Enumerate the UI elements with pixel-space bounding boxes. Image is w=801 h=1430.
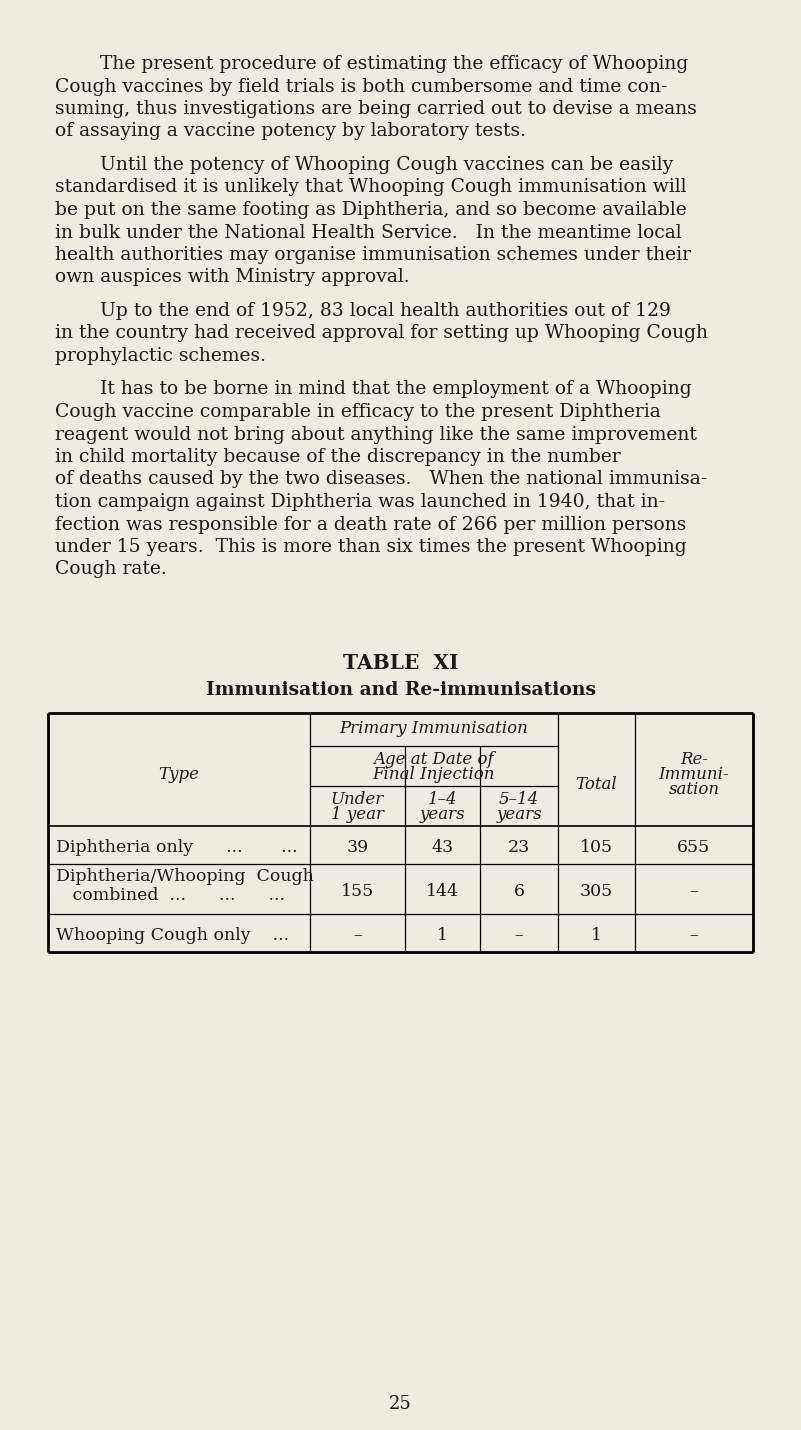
Text: Up to the end of 1952, 83 local health authorities out of 129: Up to the end of 1952, 83 local health a… bbox=[100, 302, 671, 320]
Text: Age at Date of: Age at Date of bbox=[374, 751, 494, 768]
Text: Whooping Cough only    ...: Whooping Cough only ... bbox=[56, 927, 289, 944]
Text: Immuni-: Immuni- bbox=[658, 766, 730, 784]
Text: TABLE  XI: TABLE XI bbox=[343, 654, 458, 674]
Text: prophylactic schemes.: prophylactic schemes. bbox=[55, 347, 266, 365]
Text: Cough vaccine comparable in efficacy to the present Diphtheria: Cough vaccine comparable in efficacy to … bbox=[55, 403, 661, 420]
Text: health authorities may organise immunisation schemes under their: health authorities may organise immunisa… bbox=[55, 246, 691, 265]
Text: 1: 1 bbox=[437, 927, 448, 944]
Text: own auspices with Ministry approval.: own auspices with Ministry approval. bbox=[55, 269, 409, 286]
Text: 305: 305 bbox=[580, 882, 613, 899]
Text: Final Injection: Final Injection bbox=[372, 766, 495, 784]
Text: Cough vaccines by field trials is both cumbersome and time con-: Cough vaccines by field trials is both c… bbox=[55, 77, 667, 96]
Text: Until the potency of Whooping Cough vaccines can be easily: Until the potency of Whooping Cough vacc… bbox=[100, 156, 674, 174]
Text: Total: Total bbox=[576, 776, 618, 794]
Text: years: years bbox=[496, 807, 541, 824]
Text: 1–4: 1–4 bbox=[428, 791, 457, 808]
Text: Immunisation and Re-immunisations: Immunisation and Re-immunisations bbox=[206, 681, 595, 699]
Text: 25: 25 bbox=[389, 1396, 412, 1413]
Text: Diphtheria only      ...       ...: Diphtheria only ... ... bbox=[56, 839, 298, 857]
Text: 144: 144 bbox=[426, 882, 459, 899]
Text: standardised it is unlikely that Whooping Cough immunisation will: standardised it is unlikely that Whoopin… bbox=[55, 179, 686, 196]
Text: 105: 105 bbox=[580, 839, 613, 857]
Text: 23: 23 bbox=[508, 839, 530, 857]
Text: 155: 155 bbox=[341, 882, 374, 899]
Text: Re-: Re- bbox=[680, 751, 708, 768]
Text: of deaths caused by the two diseases.   When the national immunisa-: of deaths caused by the two diseases. Wh… bbox=[55, 470, 707, 489]
Text: tion campaign against Diphtheria was launched in 1940, that in-: tion campaign against Diphtheria was lau… bbox=[55, 493, 665, 511]
Text: 39: 39 bbox=[346, 839, 368, 857]
Text: suming, thus investigations are being carried out to devise a means: suming, thus investigations are being ca… bbox=[55, 100, 697, 119]
Text: The present procedure of estimating the efficacy of Whooping: The present procedure of estimating the … bbox=[100, 54, 688, 73]
Text: Type: Type bbox=[159, 766, 199, 784]
Text: 1: 1 bbox=[591, 927, 602, 944]
Text: 43: 43 bbox=[432, 839, 453, 857]
Text: 5–14: 5–14 bbox=[499, 791, 539, 808]
Text: in child mortality because of the discrepancy in the number: in child mortality because of the discre… bbox=[55, 448, 621, 466]
Text: It has to be borne in mind that the employment of a Whooping: It has to be borne in mind that the empl… bbox=[100, 380, 691, 399]
Text: Under: Under bbox=[331, 791, 384, 808]
Text: combined  ...      ...      ...: combined ... ... ... bbox=[56, 887, 285, 904]
Text: 655: 655 bbox=[678, 839, 710, 857]
Text: 1 year: 1 year bbox=[331, 807, 384, 824]
Text: –: – bbox=[353, 927, 362, 944]
Text: –: – bbox=[690, 882, 698, 899]
Text: of assaying a vaccine potency by laboratory tests.: of assaying a vaccine potency by laborat… bbox=[55, 123, 526, 140]
Text: years: years bbox=[420, 807, 465, 824]
Text: be put on the same footing as Diphtheria, and so become available: be put on the same footing as Diphtheria… bbox=[55, 202, 686, 219]
Text: in the country had received approval for setting up Whooping Cough: in the country had received approval for… bbox=[55, 325, 708, 343]
Text: sation: sation bbox=[669, 781, 719, 798]
Text: Primary Immunisation: Primary Immunisation bbox=[340, 719, 529, 736]
Text: Diphtheria/Whooping  Cough: Diphtheria/Whooping Cough bbox=[56, 868, 314, 885]
Text: Cough rate.: Cough rate. bbox=[55, 561, 167, 579]
Text: fection was responsible for a death rate of 266 per million persons: fection was responsible for a death rate… bbox=[55, 515, 686, 533]
Text: under 15 years.  This is more than six times the present Whooping: under 15 years. This is more than six ti… bbox=[55, 538, 686, 556]
Text: –: – bbox=[690, 927, 698, 944]
Text: 6: 6 bbox=[513, 882, 525, 899]
Text: in bulk under the National Health Service.   In the meantime local: in bulk under the National Health Servic… bbox=[55, 223, 682, 242]
Text: reagent would not bring about anything like the same improvement: reagent would not bring about anything l… bbox=[55, 426, 697, 443]
Text: –: – bbox=[515, 927, 523, 944]
